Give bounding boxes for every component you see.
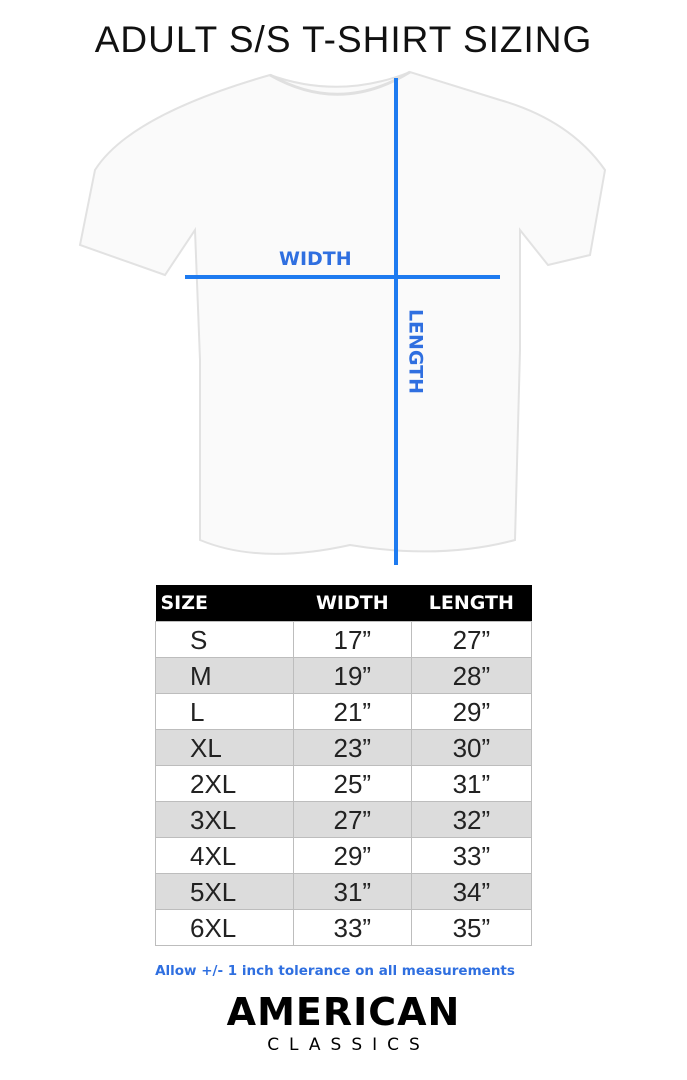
table-row: 2XL 25” 31” [155,765,533,802]
size-table: SIZE WIDTH LENGTH S 17” 27” M 19” 28” L 21” 29” X… [155,585,533,946]
table-row: S 17” 27” [155,621,533,658]
table-row: 6XL 33” 35” [155,909,533,946]
cell-width: 27” [292,801,412,838]
header-size: SIZE [155,585,294,622]
cell-length: 32” [410,801,533,838]
cell-width: 17” [292,621,412,658]
cell-size: S [155,621,294,658]
table-row: 4XL 29” 33” [155,837,533,874]
tshirt-diagram [78,70,607,565]
cell-width: 19” [292,657,412,694]
cell-size: 2XL [155,765,294,802]
table-row: XL 23” 30” [155,729,533,766]
header-length: LENGTH [411,585,532,622]
cell-length: 34” [410,873,533,910]
table-row: 3XL 27” 32” [155,801,533,838]
collar [269,70,411,96]
cell-length: 30” [410,729,533,766]
cell-length: 29” [410,693,533,730]
cell-width: 31” [292,873,412,910]
cell-length: 35” [410,909,533,946]
cell-width: 33” [292,909,412,946]
cell-length: 31” [410,765,533,802]
logo-american: AMERICAN [226,990,461,1034]
cell-size: M [155,657,294,694]
tshirt-shape [78,70,607,555]
cell-width: 25” [292,765,412,802]
logo-classics: CLASSICS [267,1035,430,1055]
cell-size: 6XL [155,909,294,946]
table-row: 5XL 31” 34” [155,873,533,910]
width-label: WIDTH [279,248,352,270]
cell-size: 5XL [155,873,294,910]
cell-length: 27” [410,621,533,658]
cell-width: 23” [292,729,412,766]
table-row: L 21” 29” [155,693,533,730]
cell-size: 3XL [155,801,294,838]
header-width: WIDTH [293,585,412,622]
cell-width: 21” [292,693,412,730]
table-row: M 19” 28” [155,657,533,694]
length-label: LENGTH [404,308,427,395]
cell-size: L [155,693,294,730]
cell-width: 29” [292,837,412,874]
tolerance-note: Allow +/- 1 inch tolerance on all measur… [155,963,515,979]
table-header: SIZE WIDTH LENGTH [155,585,532,622]
cell-length: 28” [410,657,533,694]
cell-size: 4XL [155,837,294,874]
cell-length: 33” [410,837,533,874]
cell-size: XL [155,729,294,766]
page-title: ADULT S/S T-SHIRT SIZING [94,19,593,60]
